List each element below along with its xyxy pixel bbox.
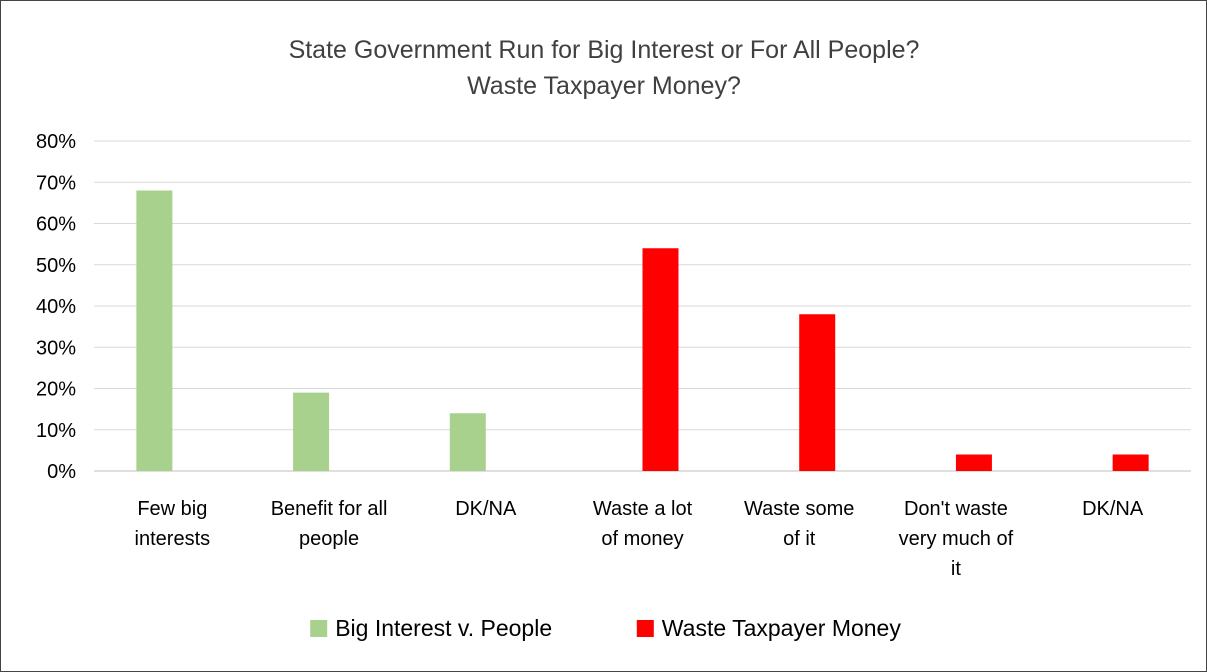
x-category-label-line: Few big (137, 498, 207, 520)
x-category-label-line: DK/NA (1082, 498, 1144, 520)
x-category-label-line: Waste a lot (593, 498, 693, 520)
bar (449, 413, 486, 471)
x-category-label-line: very much of (899, 528, 1014, 550)
y-tick-label: 20% (36, 379, 76, 401)
y-tick-label: 70% (36, 172, 76, 194)
bar (955, 454, 992, 471)
y-tick-label: 30% (36, 337, 76, 359)
x-category-label-line: interests (135, 528, 211, 550)
y-axis-ticks: 0% 10% 20% 30% 40% 50% 60% 70% 80% (36, 131, 76, 483)
x-category-label-line: Don't waste (904, 498, 1008, 520)
x-category-label-line: of money (601, 528, 683, 550)
x-category-label: Waste a lot of money (593, 498, 693, 550)
x-category-label-line: Waste some (744, 498, 854, 520)
y-tick-label: 40% (36, 296, 76, 318)
x-category-label-line: of it (783, 528, 816, 550)
x-category-label: Few big interests (135, 498, 211, 550)
legend-label: Big Interest v. People (335, 615, 552, 641)
x-axis-categories: Few big interests Benefit for all people DK/… (135, 498, 1144, 580)
x-category-label: DK/NA (455, 498, 517, 520)
bar (1112, 454, 1149, 471)
y-tick-label: 60% (36, 214, 76, 236)
legend: Big Interest v. People Waste Taxpayer Mon… (310, 615, 901, 641)
x-category-label: DK/NA (1082, 498, 1144, 520)
chart-title-line: State Government Run for Big Interest or… (289, 36, 920, 64)
y-tick-label: 50% (36, 255, 76, 277)
x-category-label: Waste some of it (744, 498, 854, 550)
bar (293, 392, 330, 471)
chart-title: State Government Run for Big Interest or… (289, 36, 920, 100)
x-category-label-line: Benefit for all (271, 498, 388, 520)
x-category-label-line: it (951, 558, 961, 580)
bar (642, 248, 679, 471)
y-tick-label: 80% (36, 131, 76, 153)
chart-title-line: Waste Taxpayer Money? (467, 72, 741, 100)
legend-swatch (636, 620, 654, 637)
x-category-label: Benefit for all people (271, 498, 388, 550)
x-category-label: Don't waste very much of it (899, 498, 1014, 580)
x-category-label-line: DK/NA (455, 498, 517, 520)
y-tick-label: 10% (36, 420, 76, 442)
legend-swatch (310, 620, 328, 637)
bar (136, 190, 173, 471)
bar (799, 314, 836, 471)
y-tick-label: 0% (47, 461, 76, 483)
bars (136, 190, 1149, 471)
legend-label: Waste Taxpayer Money (662, 615, 902, 641)
x-category-label-line: people (299, 528, 359, 550)
